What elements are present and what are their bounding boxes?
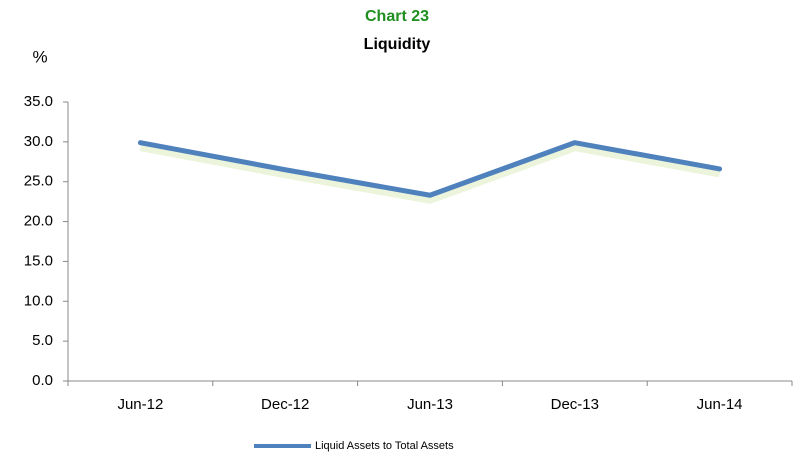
- x-tick-label: Jun-14: [697, 396, 743, 413]
- x-tick-label: Jun-13: [407, 396, 453, 413]
- y-axis-label: %: [32, 47, 47, 66]
- y-tick-label: 10.0: [24, 292, 53, 309]
- y-tick-label: 20.0: [24, 213, 53, 230]
- chart-subtitle: Liquidity: [364, 36, 431, 53]
- line: [137, 140, 723, 198]
- x-tick-label: Dec-13: [551, 396, 599, 413]
- chart-title: Chart 23: [365, 8, 429, 25]
- x-tick-label: Dec-12: [261, 396, 309, 413]
- y-tick-label: 25.0: [24, 173, 53, 190]
- y-tick-label: 5.0: [32, 332, 53, 349]
- y-tick-label: 15.0: [24, 252, 53, 269]
- legend-label: Liquid Assets to Total Assets: [315, 440, 454, 452]
- y-tick-label: 30.0: [24, 133, 53, 150]
- y-tick-label: 0.0: [32, 372, 53, 389]
- x-tick-label: Jun-12: [117, 396, 163, 413]
- y-tick-label: 35.0: [24, 93, 53, 110]
- line-shadow: [139, 144, 721, 204]
